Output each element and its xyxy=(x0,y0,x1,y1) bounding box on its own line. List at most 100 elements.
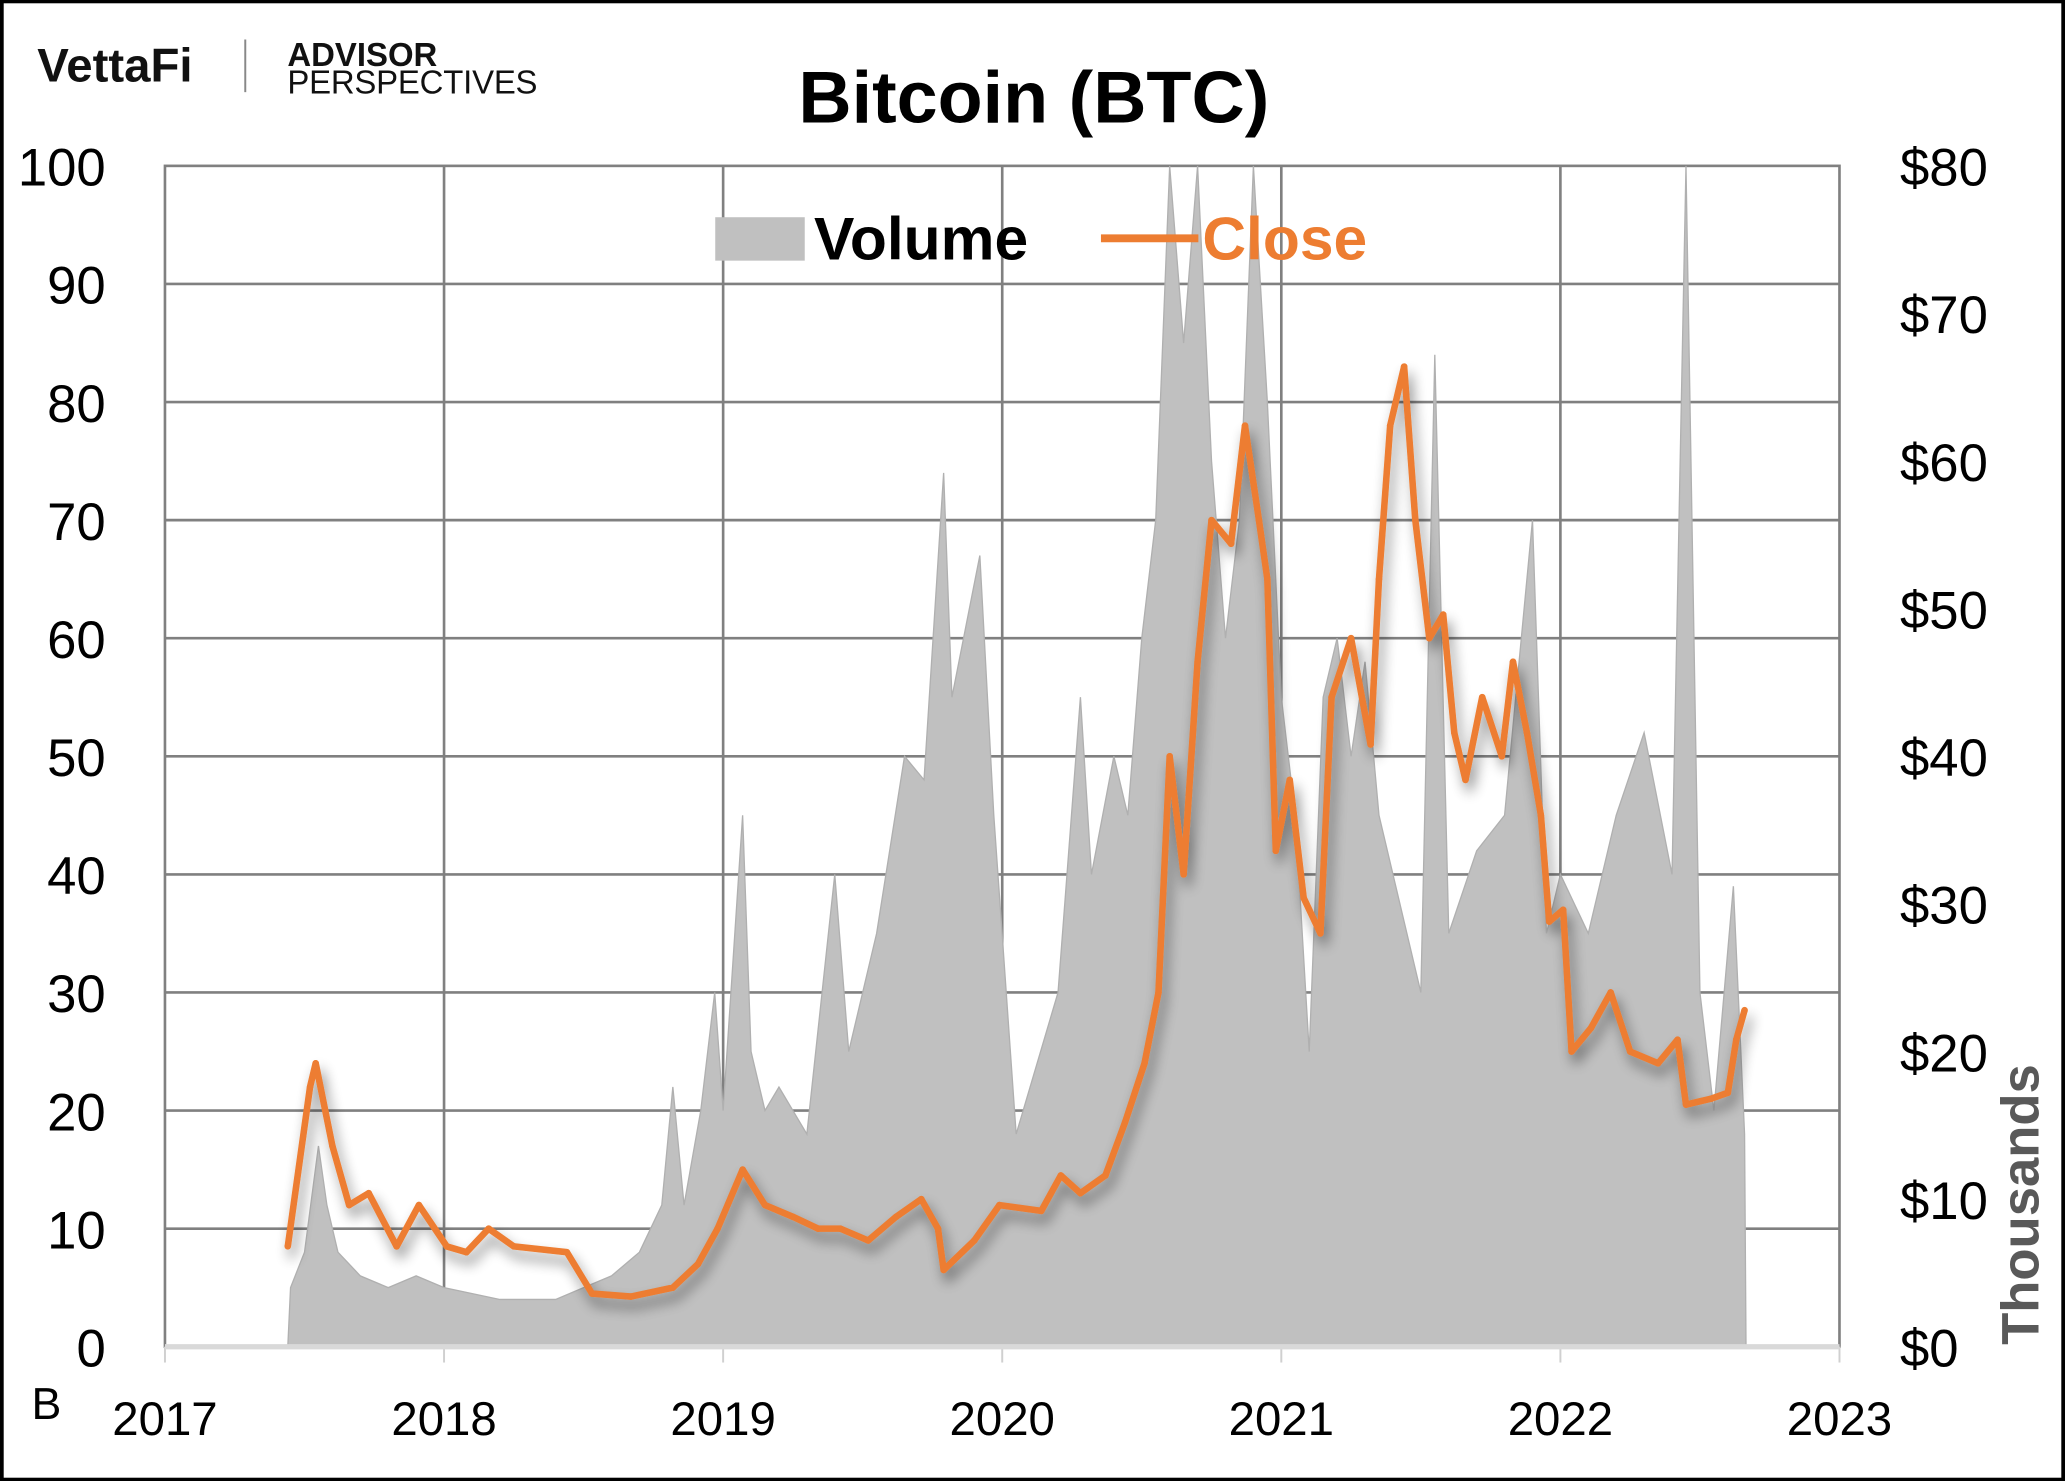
close-point xyxy=(996,1201,1003,1209)
close-point xyxy=(837,1225,844,1232)
close-point xyxy=(1674,1036,1681,1043)
x-tick-label: 2017 xyxy=(112,1393,217,1446)
y-left-tick-label: 100 xyxy=(18,139,106,198)
close-point xyxy=(714,1225,721,1232)
close-point xyxy=(761,1201,769,1209)
y-right-tick-label: $60 xyxy=(1900,434,1988,493)
close-point xyxy=(510,1243,518,1250)
close-point xyxy=(1241,422,1249,429)
close-point xyxy=(1155,989,1162,996)
close-point xyxy=(814,1225,822,1232)
close-point xyxy=(1439,611,1447,618)
x-tick-label: 2019 xyxy=(670,1393,775,1446)
legend-volume-swatch xyxy=(715,217,805,261)
close-point xyxy=(1411,516,1419,524)
close-point xyxy=(588,1290,596,1297)
close-point xyxy=(306,1083,314,1091)
close-point xyxy=(1057,1172,1065,1179)
close-point xyxy=(1180,871,1187,878)
y-right-tick-label: $80 xyxy=(1900,139,1988,198)
legend-close-label: Close xyxy=(1202,204,1367,272)
close-point xyxy=(284,1243,292,1250)
close-point xyxy=(1523,729,1531,736)
logo-perspectives: PERSPECTIVES xyxy=(287,63,537,100)
close-line xyxy=(284,363,1748,1300)
logo-advisor: ADVISOR xyxy=(287,36,437,73)
close-point xyxy=(1462,776,1469,784)
y-left-tick-label: 10 xyxy=(47,1201,106,1260)
close-point xyxy=(940,1266,947,1274)
close-point xyxy=(971,1237,978,1244)
close-point xyxy=(1264,575,1271,583)
y-left-tick-label: 50 xyxy=(47,729,106,788)
x-tick-label: 2018 xyxy=(391,1393,496,1446)
close-point xyxy=(934,1225,942,1232)
y-left-tick-label: 80 xyxy=(47,375,106,434)
close-point xyxy=(1607,989,1614,996)
close-point xyxy=(694,1260,702,1268)
close-point xyxy=(312,1060,319,1067)
close-point xyxy=(1141,1060,1148,1067)
vettafi-logo: VettaFi ADVISOR PERSPECTIVES xyxy=(37,36,537,101)
close-point xyxy=(1038,1207,1045,1215)
close-point xyxy=(1328,693,1335,701)
close-point xyxy=(345,1201,353,1209)
close-point xyxy=(1537,812,1545,819)
close-point xyxy=(1375,575,1383,583)
close-point xyxy=(789,1213,797,1221)
close-point xyxy=(1741,1006,1748,1014)
close-point xyxy=(1102,1172,1109,1179)
close-point xyxy=(1166,753,1173,760)
legend: Volume Close xyxy=(715,204,1367,272)
close-point xyxy=(1425,634,1433,642)
close-point xyxy=(1626,1048,1634,1055)
close-point xyxy=(1559,906,1567,914)
close-point xyxy=(1077,1189,1084,1197)
close-point xyxy=(1724,1089,1732,1097)
left-axis-unit-label: B xyxy=(32,1379,62,1429)
x-tick-label: 2022 xyxy=(1508,1393,1613,1446)
close-point xyxy=(739,1166,746,1173)
y-right-tick-label: $20 xyxy=(1900,1024,1988,1083)
volume-area xyxy=(287,165,1747,1348)
y-left-tick-label: 90 xyxy=(47,257,106,316)
chart-title: Bitcoin (BTC) xyxy=(798,55,1269,138)
y-left-tick-label: 30 xyxy=(47,965,106,1024)
close-point xyxy=(1545,918,1553,925)
x-tick-label: 2021 xyxy=(1229,1393,1334,1446)
close-point xyxy=(329,1142,336,1150)
close-point xyxy=(485,1225,492,1232)
close-point xyxy=(669,1284,677,1291)
close-point xyxy=(443,1243,451,1250)
close-point xyxy=(1208,516,1215,524)
close-point xyxy=(1347,634,1355,642)
x-tick-label: 2020 xyxy=(950,1393,1055,1446)
close-point xyxy=(1121,1119,1129,1126)
y-left-tick-label: 60 xyxy=(47,611,106,670)
close-point xyxy=(892,1213,900,1221)
close-point xyxy=(1300,894,1307,902)
close-point xyxy=(1317,930,1324,937)
close-point xyxy=(1707,1095,1715,1103)
y-right-tick-label: $50 xyxy=(1900,581,1988,640)
y-left-tick-label: 0 xyxy=(76,1319,105,1378)
close-point xyxy=(864,1237,872,1244)
close-point xyxy=(1451,729,1458,736)
close-point xyxy=(1194,658,1201,666)
close-point xyxy=(1509,658,1517,666)
close-point xyxy=(917,1195,925,1203)
close-point xyxy=(365,1189,372,1197)
close-point xyxy=(1498,753,1506,760)
close-point xyxy=(1272,847,1280,855)
x-tick-label: 2023 xyxy=(1787,1393,1892,1446)
close-point xyxy=(1400,363,1408,370)
y-left-tick-label: 70 xyxy=(47,493,106,552)
close-point xyxy=(1587,1024,1595,1032)
close-point xyxy=(1255,516,1263,524)
axes: 0 10 20 30 40 50 60 70 80 90 100 $0 $10 $20 $30 $40 $50 $… xyxy=(18,139,1988,1446)
close-point xyxy=(1367,741,1374,748)
y-right-tick-label: $10 xyxy=(1900,1172,1988,1231)
y-right-tick-label: $30 xyxy=(1900,877,1988,936)
